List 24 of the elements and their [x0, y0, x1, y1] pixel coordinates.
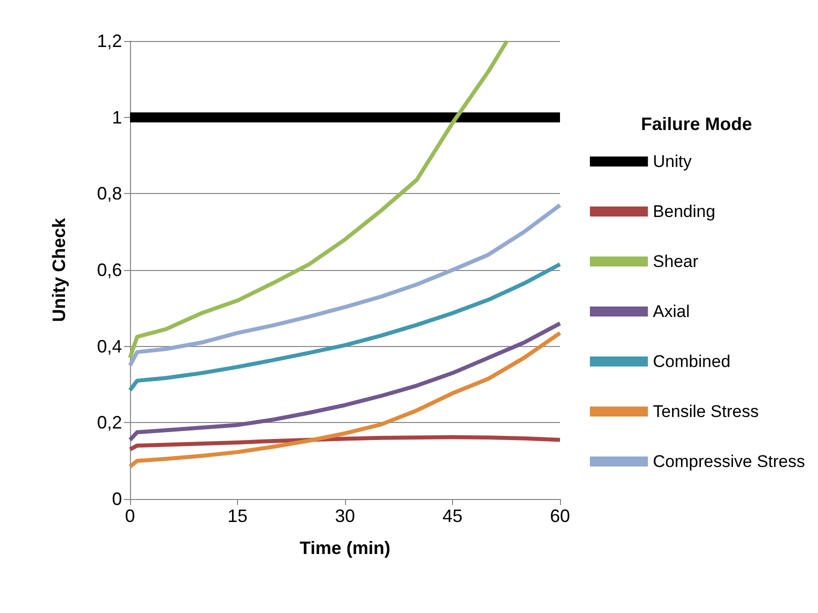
x-axis-title: Time (min) — [300, 538, 390, 558]
y-tick-label: 0,2 — [96, 412, 122, 433]
legend-label: Axial — [652, 302, 690, 321]
legend-label: Bending — [652, 202, 716, 221]
legend-label: Tensile Stress — [652, 402, 759, 421]
y-tick-label: 0,6 — [96, 260, 122, 280]
legend-label: Combined — [652, 352, 730, 371]
legend-title: Failure Mode — [640, 114, 752, 134]
x-tick-label: 60 — [550, 506, 570, 526]
y-tick-label: 1 — [112, 107, 122, 128]
x-tick-label: 0 — [124, 506, 136, 526]
y-tick-label: 1,2 — [96, 31, 122, 51]
legend-label: Shear — [652, 252, 699, 271]
x-tick-label: 30 — [334, 506, 356, 526]
line-series — [128, 435, 562, 452]
x-tick-label: 15 — [227, 506, 248, 526]
y-tick-label: 0,4 — [96, 336, 122, 356]
legend-label: Unity — [652, 152, 692, 171]
x-tick-label: 45 — [442, 506, 463, 526]
y-axis-title: Unity Check — [49, 217, 69, 322]
y-tick-label: 0 — [112, 489, 122, 509]
legend-label: Compressive Stress — [652, 452, 806, 471]
y-tick-label: 0,8 — [96, 184, 122, 204]
line-series — [128, 39, 509, 360]
